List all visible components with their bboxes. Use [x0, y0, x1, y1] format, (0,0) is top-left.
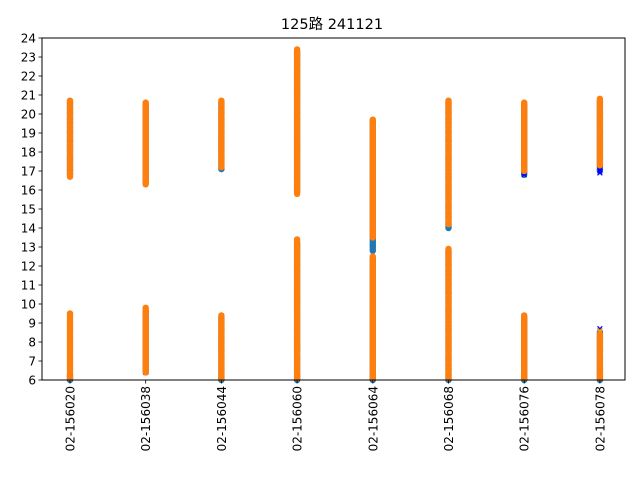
data-point	[218, 312, 225, 319]
data-point	[521, 99, 528, 106]
data-point	[369, 253, 376, 260]
data-point	[596, 95, 604, 103]
y-axis: 6 7 8 9 10 11 12 13 14 15 16 17 18 19 20 21 22 23 24	[21, 31, 42, 387]
y-tick-label: 14	[21, 221, 36, 235]
y-tick-label: 15	[21, 202, 36, 216]
y-tick-label: 7	[28, 354, 36, 368]
y-tick-label: 18	[21, 145, 36, 159]
data-point	[293, 236, 301, 243]
x-tick-label: 02-156064	[366, 386, 380, 451]
data-point	[66, 97, 74, 104]
x-tick-label: 02-156078	[593, 386, 607, 451]
data-point	[369, 116, 376, 123]
y-tick-label: 11	[21, 278, 36, 292]
data-point	[142, 99, 149, 106]
x-tick-label: 02-156060	[291, 386, 305, 451]
y-tick-label: 12	[21, 259, 36, 273]
y-tick-label: 8	[28, 335, 36, 349]
y-tick-label: 17	[21, 164, 36, 178]
y-tick-label: 19	[21, 126, 36, 140]
data-point	[293, 46, 301, 53]
y-tick-label: 20	[21, 107, 36, 121]
y-tick-label: 23	[21, 50, 36, 64]
data-point	[218, 97, 225, 104]
y-tick-label: 22	[21, 69, 36, 83]
data-point	[142, 304, 149, 311]
y-tick-label: 6	[28, 373, 36, 387]
y-tick-label: 24	[21, 31, 36, 45]
data-point	[521, 312, 528, 319]
data-point	[66, 310, 74, 317]
y-tick-label: 16	[21, 183, 36, 197]
data-marks	[66, 46, 604, 384]
chart-title: 125路 241121	[281, 16, 383, 33]
y-tick-label: 9	[28, 316, 36, 330]
plot-area-frame	[41, 37, 626, 381]
x-tick-label: 02-156076	[518, 386, 532, 451]
x-tick-label: 02-156020	[64, 386, 78, 451]
x-tick-label: 02-156044	[215, 386, 229, 451]
data-point	[445, 97, 452, 104]
x-axis: 02-156020 02-156038 02-156044 02-156060 02-1…	[64, 380, 607, 451]
data-point	[596, 331, 604, 338]
y-tick-label: 21	[21, 88, 36, 102]
y-tick-label: 10	[21, 297, 36, 311]
x-tick-label: 02-156068	[442, 386, 456, 451]
data-point	[445, 245, 452, 253]
x-tick-label: 02-156038	[139, 386, 153, 451]
y-tick-label: 13	[21, 240, 36, 254]
